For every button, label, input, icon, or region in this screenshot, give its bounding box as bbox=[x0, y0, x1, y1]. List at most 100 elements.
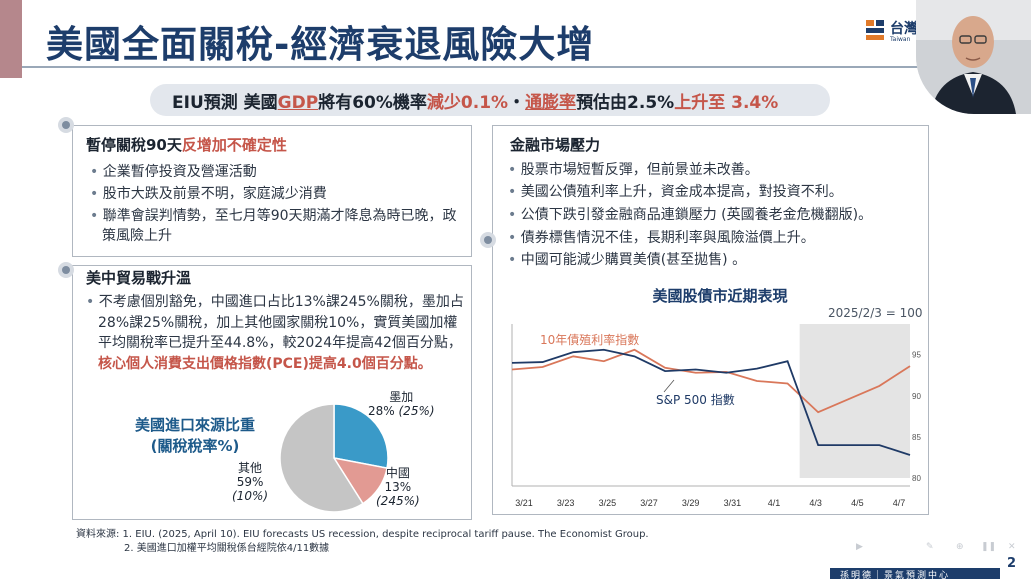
pie-label-share: 59% bbox=[236, 475, 264, 489]
banner-part: 將有60%機率 bbox=[318, 93, 427, 113]
company-logo: 台灣 Taiwan bbox=[866, 18, 936, 48]
y-tick-label: 90 bbox=[912, 392, 921, 401]
pause-tariff-box bbox=[72, 125, 472, 257]
logo-subtext: Taiwan bbox=[890, 36, 911, 43]
market-pressure-box bbox=[492, 125, 929, 515]
bullet-dot-icon bbox=[58, 262, 74, 278]
x-tick-label: 4/5 bbox=[851, 498, 864, 508]
pie-label-other: 其他 59% (10%) bbox=[232, 461, 268, 503]
pause-tariff-title-a: 暫停關稅90天 bbox=[86, 136, 182, 154]
pause-tariff-title-b: 反增加不確定性 bbox=[181, 136, 287, 154]
pie-label-rate: (25%) bbox=[398, 404, 435, 418]
list-item: • 股票市場短暫反彈，但前景並未改善。 bbox=[508, 162, 759, 178]
pause-icon[interactable]: ❚❚ bbox=[981, 542, 997, 552]
chart-base-note: 2025/2/3 = 100 bbox=[828, 306, 923, 320]
market-pressure-title: 金融市場壓力 bbox=[510, 136, 601, 154]
x-tick-label: 3/29 bbox=[682, 498, 700, 508]
x-tick-label: 3/25 bbox=[599, 498, 617, 508]
y-tick-label: 85 bbox=[912, 433, 921, 442]
series-line-0 bbox=[511, 348, 911, 414]
list-item-text: 公債下跌引發金融商品連鎖壓力 (英國養老金危機翻版)。 bbox=[520, 207, 873, 223]
pie-slice-2 bbox=[279, 403, 364, 513]
banner-separator: ・ bbox=[508, 93, 526, 113]
pie-label-name: 中國 bbox=[385, 466, 410, 480]
pointer-icon[interactable]: ⊕ bbox=[956, 542, 964, 552]
x-tick-label: 4/1 bbox=[768, 498, 781, 508]
player-controls[interactable]: ▶ ✎ ⊕ ❚❚ ✕ bbox=[796, 538, 1026, 558]
pie-label-name: 其他 bbox=[238, 461, 263, 475]
x-tick-label: 4/3 bbox=[809, 498, 822, 508]
x-tick-label: 4/7 bbox=[893, 498, 906, 508]
presenter-webcam bbox=[916, 0, 1031, 114]
accent-bar bbox=[0, 0, 22, 78]
page-title: 美國全面關稅-經濟衰退風險大增 bbox=[46, 23, 595, 66]
list-item: • 債券標售情況不佳，長期利率與風險溢價上升。 bbox=[508, 230, 815, 246]
play-icon[interactable]: ▶ bbox=[856, 542, 863, 552]
banner-inflation: 通膨率 bbox=[525, 93, 577, 113]
footer-bar bbox=[830, 568, 1000, 579]
page-number: 2 bbox=[1007, 556, 1017, 571]
footer-text: 孫明德｜景氣預測中心 bbox=[840, 571, 951, 579]
list-item-text: 債券標售情況不佳，長期利率與風險溢價上升。 bbox=[520, 230, 815, 246]
pie-label-china: 中國 13% (245%) bbox=[376, 466, 420, 508]
x-tick-label: 3/23 bbox=[557, 498, 575, 508]
shaded-period bbox=[799, 324, 910, 478]
banner-part: 預估由2.5% bbox=[576, 93, 675, 113]
pie-label-rate: (245%) bbox=[376, 494, 420, 508]
pen-icon[interactable]: ✎ bbox=[926, 542, 934, 552]
list-item: • 股市大跌及前景不明，家庭減少消費 bbox=[90, 186, 327, 202]
list-item: • 中國可能減少購買美債(甚至拋售) 。 bbox=[508, 252, 747, 268]
source-line-1: 資料來源: 1. EIU. (2025, April 10). EIU fore… bbox=[76, 529, 649, 540]
forecast-banner-text: EIU預測 美國GDP將有60%機率減少0.1%・通膨率預估由2.5%上升至 3… bbox=[172, 88, 778, 113]
source-line-2: 2. 美國進口加權平均關稅係台經院依4/11數據 bbox=[124, 543, 330, 554]
title-divider bbox=[22, 66, 927, 68]
banner-part: EIU預測 美國 bbox=[172, 93, 278, 113]
close-icon[interactable]: ✕ bbox=[1008, 542, 1016, 552]
series-line-1 bbox=[511, 348, 911, 456]
pie-chart-title: 美國進口來源比重 (關稅稅率%) bbox=[134, 416, 255, 455]
list-item-text: 股票市場短暫反彈，但前景並未改善。 bbox=[520, 162, 759, 178]
pie-slice-0 bbox=[333, 403, 389, 469]
trade-war-text-b: 核心個人消費支出價格指數(PCE)提高4.0個百分點。 bbox=[98, 355, 432, 372]
list-item-text: 中國可能減少購買美債(甚至拋售) 。 bbox=[520, 252, 747, 268]
trade-war-text-a: 不考慮個別豁免，中國進口占比13%課245%關稅，墨加占28%課25%關稅，加上… bbox=[98, 294, 464, 351]
x-tick-label: 3/31 bbox=[724, 498, 742, 508]
pie-label-name: 墨加 bbox=[389, 390, 414, 404]
trade-war-box bbox=[72, 265, 472, 520]
list-item-text: 股市大跌及前景不明，家庭減少消費 bbox=[102, 186, 327, 202]
bullet-dot-icon bbox=[58, 117, 74, 133]
banner-inflation-change: 上升至 3.4% bbox=[674, 93, 779, 113]
stock-bond-line-chart: 80 85 90 95 3/21 3/23 3/25 3/27 3/29 3/31 4/1 4/3 4/… bbox=[511, 324, 921, 508]
list-item: • 美國公債殖利率上升，資金成本提高，對投資不利。 bbox=[508, 184, 843, 200]
pause-tariff-title: 暫停關稅90天反增加不確定性 bbox=[86, 134, 287, 155]
banner-gdp: GDP bbox=[277, 93, 319, 113]
trade-war-title: 美中貿易戰升溫 bbox=[86, 269, 192, 287]
list-item-text: 聯準會誤判情勢，至七月等90天期滿才降息為時已晚，政策風險上升 bbox=[102, 208, 457, 244]
series-label-sp500: S&P 500 指數 bbox=[656, 392, 735, 407]
banner-gdp-change: 減少0.1% bbox=[426, 93, 509, 113]
bullet-dot-icon bbox=[480, 232, 496, 248]
logo-icon bbox=[866, 20, 884, 40]
line-chart-title: 美國股債市近期表現 bbox=[652, 287, 788, 305]
series-label-bond: 10年債殖利率指數 bbox=[540, 332, 639, 347]
presenter-image bbox=[916, 0, 1031, 114]
label-pointer bbox=[663, 379, 675, 393]
import-share-pie-chart bbox=[279, 403, 389, 513]
y-tick-label: 95 bbox=[912, 351, 921, 360]
x-tick-label: 3/27 bbox=[640, 498, 658, 508]
list-item-text: 企業暫停投資及營運活動 bbox=[102, 164, 257, 180]
pie-label-rate: (10%) bbox=[232, 489, 269, 503]
pie-label-canada-mexico: 墨加 28% (25%) bbox=[368, 390, 435, 418]
list-item-text: 美國公債殖利率上升，資金成本提高，對投資不利。 bbox=[520, 184, 843, 200]
list-item: • 公債下跌引發金融商品連鎖壓力 (英國養老金危機翻版)。 bbox=[508, 207, 873, 223]
pie-label-share: 28% bbox=[368, 404, 395, 418]
logo-text: 台灣 bbox=[890, 21, 918, 37]
list-item: • 企業暫停投資及營運活動 bbox=[90, 164, 257, 180]
y-tick-label: 80 bbox=[912, 474, 921, 483]
pie-label-share: 13% bbox=[384, 480, 412, 494]
forecast-banner: EIU預測 美國GDP將有60%機率減少0.1%・通膨率預估由2.5%上升至 3… bbox=[150, 84, 830, 116]
list-item: • 聯準會誤判情勢，至七月等90天期滿才降息為時已晚，政策風險上升 bbox=[90, 208, 457, 244]
source-note: 資料來源: 1. EIU. (2025, April 10). EIU fore… bbox=[76, 528, 649, 556]
x-tick-label: 3/21 bbox=[515, 498, 533, 508]
trade-war-text: • 不考慮個別豁免，中國進口占比13%課245%關稅，墨加占28%課25%關稅，… bbox=[86, 294, 464, 372]
